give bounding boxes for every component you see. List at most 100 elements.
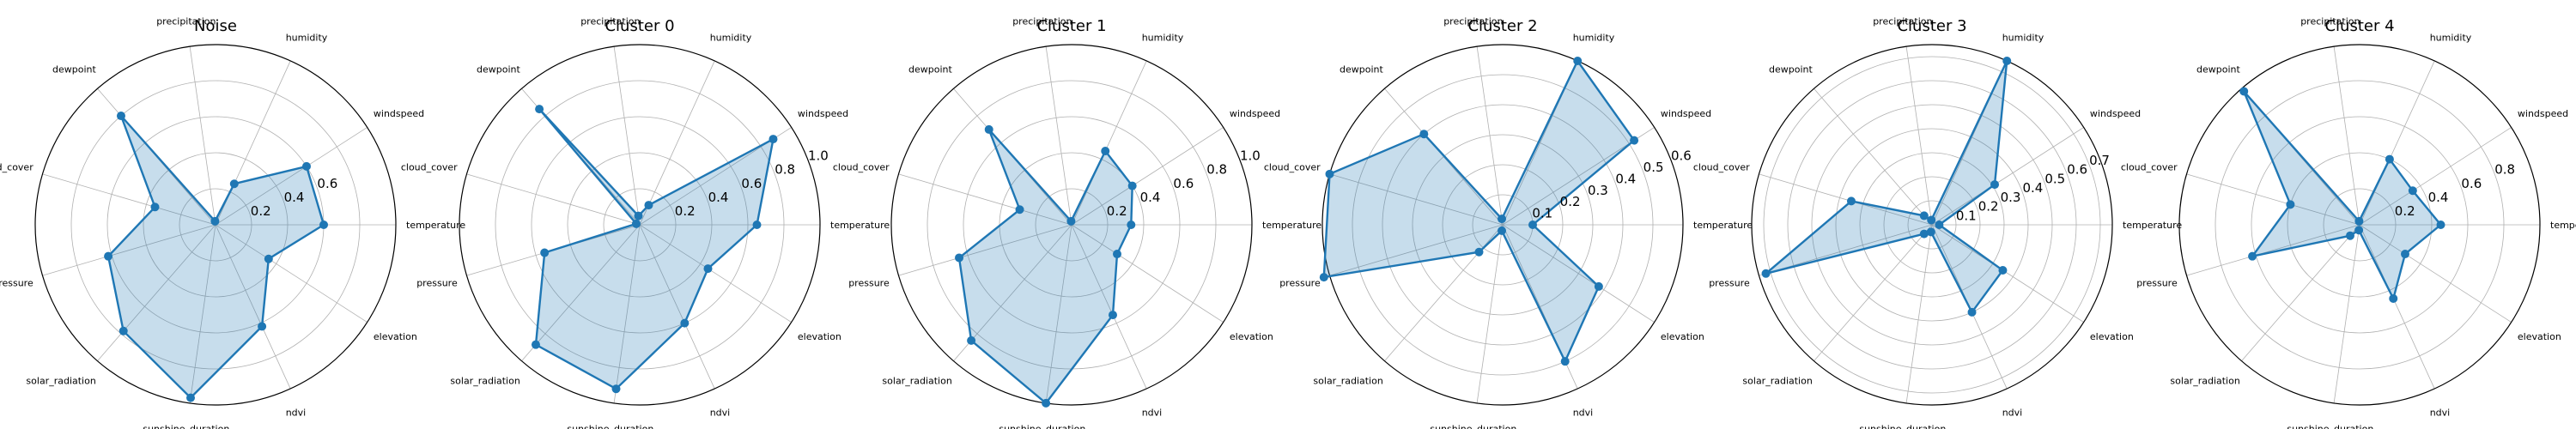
- axis-label-precipitation: precipitation: [1443, 15, 1503, 27]
- grid-spoke: [2186, 173, 2360, 226]
- tick-label: 0.8: [1206, 162, 1227, 178]
- data-point-elevation: [703, 264, 713, 274]
- axis-label-dewpoint: dewpoint: [2196, 64, 2240, 76]
- tick-label: 0.8: [775, 162, 795, 178]
- grid-spoke: [1814, 88, 1933, 226]
- axis-label-solar_radiation: solar_radiation: [1313, 375, 1382, 386]
- data-point-temperature: [2436, 221, 2445, 229]
- data-point-ndvi: [1967, 307, 1977, 317]
- data-point-pressure: [955, 253, 964, 263]
- radar-panel-3: 0.1 0.2 0.3 0.4 0.5 0.6 temperature windspeed hu…: [1264, 15, 1753, 429]
- data-point-elevation: [264, 254, 273, 263]
- axis-label-humidity: humidity: [2002, 33, 2044, 44]
- panel-title: Cluster 3: [1897, 17, 1966, 35]
- axis-label-pressure: pressure: [1709, 278, 1750, 289]
- data-point-cloud_cover: [150, 202, 160, 212]
- tick-label: 0.6: [741, 176, 762, 191]
- grid-spoke: [1329, 173, 1504, 226]
- axis-label-ndvi: ndvi: [1573, 407, 1594, 418]
- data-point-sunshine_duration: [186, 393, 196, 402]
- tick-label: 0.5: [2044, 171, 2065, 186]
- panel-title: Cluster 1: [1036, 17, 1106, 35]
- grid-spoke: [521, 224, 641, 361]
- tick-label: 0.6: [317, 176, 337, 191]
- grid-spoke: [215, 224, 368, 323]
- tick-label: 1.0: [1240, 148, 1261, 164]
- radar-panel-2: 0.2 0.4 0.6 0.8 1.0 temperature windspeed humid…: [833, 15, 1322, 429]
- axis-label-solar_radiation: solar_radiation: [882, 375, 951, 386]
- data-point-dewpoint: [116, 112, 125, 121]
- grid-spoke: [1814, 224, 1933, 361]
- panel-title: Cluster 2: [1467, 17, 1537, 35]
- axis-label-windspeed: windspeed: [798, 108, 848, 119]
- grid-spoke: [42, 173, 216, 226]
- data-point-elevation: [1594, 281, 1603, 291]
- data-point-windspeed: [1630, 136, 1639, 145]
- data-point-ndvi: [1108, 311, 1117, 320]
- grid-spoke: [613, 46, 641, 226]
- axis-label-solar_radiation: solar_radiation: [26, 375, 95, 386]
- axis-label-sunshine_duration: sunshine_duration: [143, 424, 229, 429]
- polar-frame: [34, 44, 397, 406]
- grid-spoke: [2359, 224, 2435, 390]
- axis-label-elevation: elevation: [374, 331, 417, 342]
- axis-label-dewpoint: dewpoint: [477, 64, 520, 76]
- grid-spoke: [1905, 46, 1933, 226]
- axis-label-precipitation: precipitation: [580, 15, 640, 27]
- axis-label-precipitation: precipitation: [1012, 15, 1072, 27]
- panel-title: Cluster 4: [2324, 17, 2394, 35]
- axis-label-precipitation: precipitation: [156, 15, 216, 27]
- data-point-sunshine_duration: [1926, 227, 1935, 237]
- radar-area: [1323, 61, 1635, 362]
- data-point-cloud_cover: [1325, 169, 1334, 178]
- tick-label: 0.4: [284, 190, 305, 205]
- tick-label: 0.3: [1588, 183, 1608, 198]
- tick-label: 0.6: [2461, 176, 2482, 191]
- data-point-humidity: [1573, 56, 1583, 65]
- axis-label-dewpoint: dewpoint: [1340, 64, 1383, 76]
- grid-spoke: [898, 224, 1072, 276]
- data-point-windspeed: [2408, 186, 2417, 196]
- data-point-ndvi: [258, 322, 267, 331]
- tick-label: 0.6: [1671, 148, 1692, 164]
- data-point-windspeed: [1127, 181, 1137, 190]
- radar-panel-4: 0.10.20.30.40.50.60.7 temperature windspee…: [1693, 15, 2183, 429]
- data-point-solar_radiation: [967, 335, 976, 345]
- axis-label-cloud_cover: cloud_cover: [2121, 161, 2178, 172]
- grid-spoke: [2359, 224, 2512, 323]
- data-point-elevation: [2400, 250, 2409, 259]
- axis-label-ndvi: ndvi: [1142, 407, 1163, 418]
- grid-spoke: [2333, 46, 2360, 226]
- axis-label-humidity: humidity: [710, 33, 752, 44]
- data-point-sunshine_duration: [1042, 398, 1051, 408]
- radar-panel-1: 0.2 0.4 0.6 0.8 1.0 temperature windspeed humid…: [401, 15, 890, 429]
- axis-label-ndvi: ndvi: [286, 407, 307, 418]
- axis-label-sunshine_duration: sunshine_duration: [1430, 424, 1516, 429]
- data-point-humidity: [1101, 147, 1110, 156]
- axis-label-elevation: elevation: [2090, 331, 2134, 342]
- axis-label-ndvi: ndvi: [710, 407, 731, 418]
- data-point-temperature: [1935, 221, 1944, 229]
- data-point-pressure: [104, 251, 113, 261]
- axis-label-temperature: temperature: [1693, 220, 1753, 231]
- data-point-sunshine_duration: [1498, 226, 1507, 235]
- axis-label-pressure: pressure: [2136, 278, 2178, 289]
- panel-title: Noise: [194, 17, 237, 35]
- grid-spoke: [189, 224, 216, 403]
- grid-spoke: [898, 173, 1072, 226]
- radar-area: [959, 129, 1133, 403]
- grid-spoke: [639, 224, 715, 390]
- axis-label-humidity: humidity: [286, 33, 328, 44]
- data-point-humidity: [2385, 154, 2394, 164]
- tick-label: 0.1: [1532, 206, 1552, 221]
- axis-label-elevation: elevation: [1230, 331, 1273, 342]
- grid-spoke: [2186, 224, 2360, 276]
- axis-label-cloud_cover: cloud_cover: [1693, 161, 1750, 172]
- data-point-pressure: [1319, 273, 1328, 282]
- data-point-precipitation: [634, 211, 643, 221]
- tick-label: 0.8: [2494, 162, 2515, 178]
- polar-frame: [890, 44, 1253, 406]
- grid-spoke: [2333, 224, 2360, 403]
- axis-label-elevation: elevation: [2518, 331, 2561, 342]
